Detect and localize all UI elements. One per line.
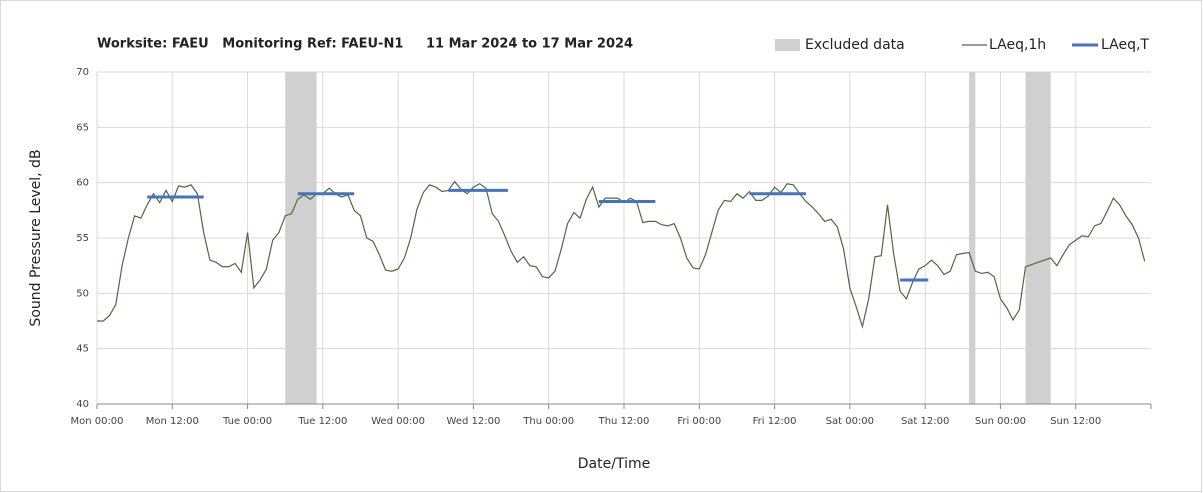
x-tick-label: Thu 00:00 [522, 416, 574, 427]
x-tick-label: Fri 00:00 [677, 416, 721, 427]
y-axis-label: Sound Pressure Level, dB [28, 149, 44, 326]
y-tick-label: 55 [76, 233, 89, 244]
x-tick-label: Sun 00:00 [975, 416, 1026, 427]
x-tick-label: Mon 00:00 [70, 416, 123, 427]
legend-label: LAeq,T [1101, 37, 1149, 53]
x-tick-label: Tue 12:00 [297, 416, 347, 427]
excluded-band [969, 72, 976, 404]
x-tick-label: Fri 12:00 [753, 416, 797, 427]
y-tick-label: 60 [76, 178, 89, 189]
x-tick-label: Mon 12:00 [146, 416, 199, 427]
x-tick-label: Sat 12:00 [901, 416, 949, 427]
x-tick-label: Tue 00:00 [222, 416, 272, 427]
excluded-band [285, 72, 317, 404]
x-tick-label: Wed 12:00 [447, 416, 501, 427]
y-tick-label: 45 [76, 344, 89, 355]
chart-title: Worksite: FAEU Monitoring Ref: FAEU-N1 1… [97, 37, 633, 52]
x-tick-label: Wed 00:00 [371, 416, 425, 427]
x-axis-label: Date/Time [578, 456, 650, 472]
y-tick-label: 50 [76, 288, 89, 299]
y-tick-label: 70 [76, 67, 89, 78]
legend-swatch [775, 39, 800, 51]
y-tick-label: 40 [76, 399, 89, 410]
excluded-band [1025, 72, 1051, 404]
x-tick-label: Sat 00:00 [826, 416, 874, 427]
x-tick-label: Sun 12:00 [1050, 416, 1101, 427]
x-tick-label: Thu 12:00 [598, 416, 650, 427]
legend-label: Excluded data [805, 37, 905, 53]
legend-label: LAeq,1h [989, 37, 1046, 53]
y-tick-label: 65 [76, 122, 89, 133]
